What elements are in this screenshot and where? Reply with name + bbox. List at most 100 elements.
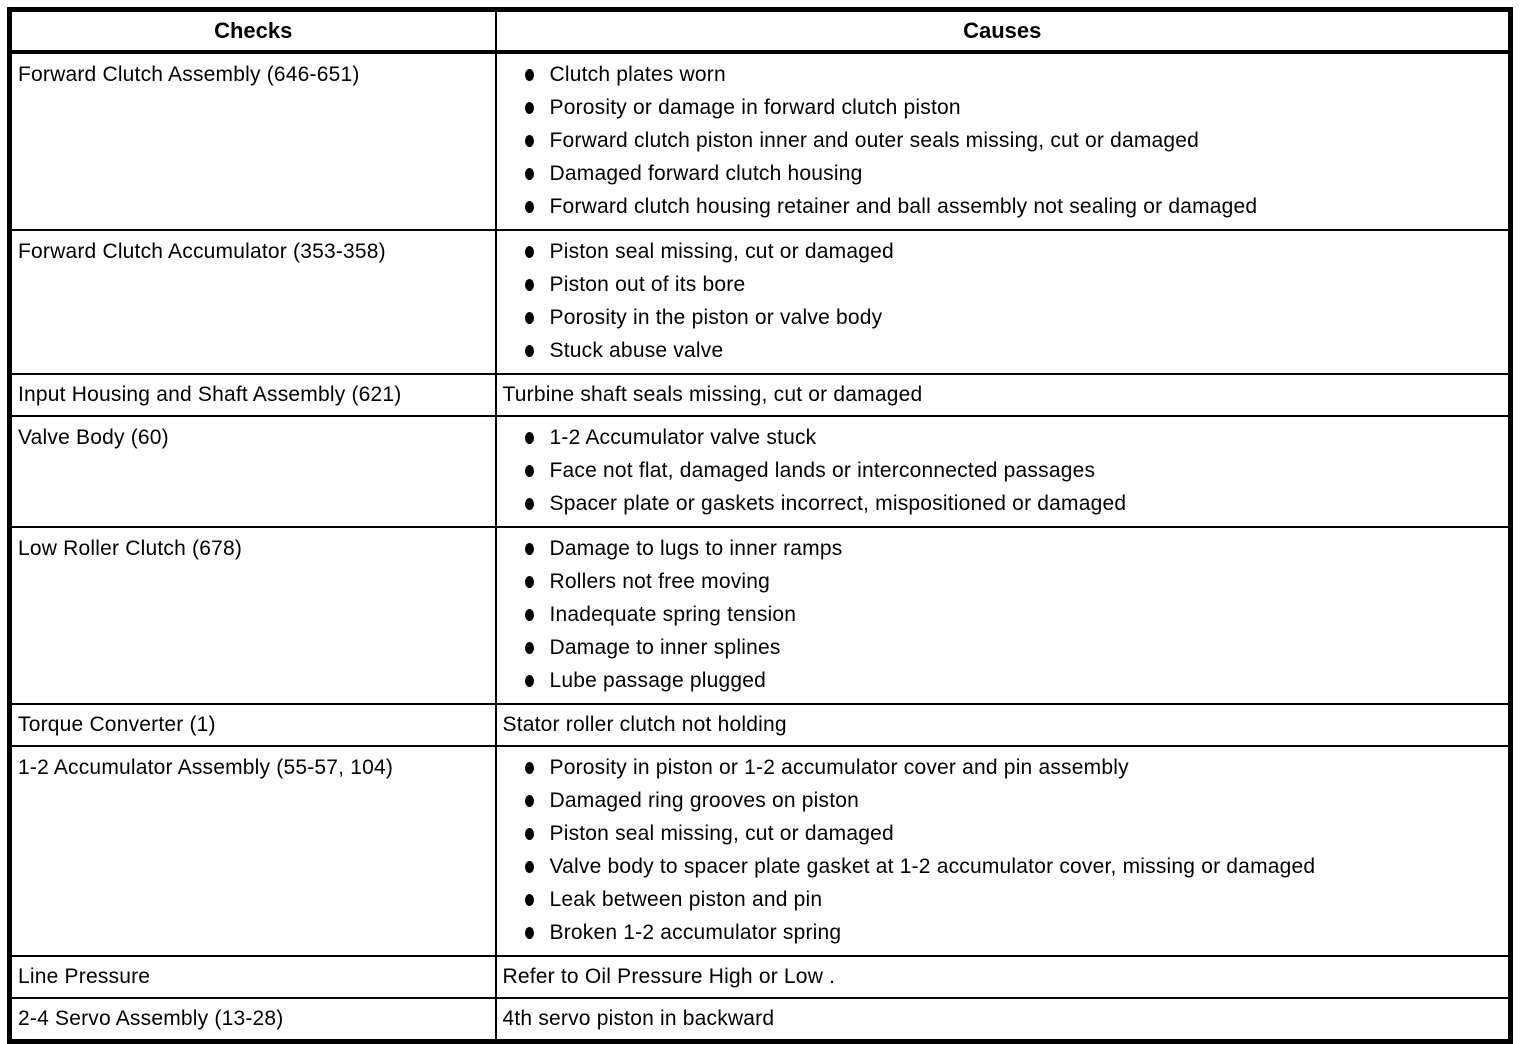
cause-text: Rollers not free moving — [549, 570, 771, 593]
cause-item: Spacer plate or gaskets incorrect, mispo… — [503, 487, 1503, 520]
cause-item: Piston out of its bore — [503, 268, 1503, 301]
causes-list: 1-2 Accumulator valve stuck Face not flat… — [503, 421, 1503, 520]
causes-list: Porosity in piston or 1-2 accumulator co… — [503, 751, 1503, 949]
cause-text: Leak between piston and pin — [549, 888, 823, 911]
cause-text: Inadequate spring tension — [549, 603, 797, 626]
check-cell: Forward Clutch Assembly (646-651) — [8, 51, 497, 231]
causes-list: Damage to lugs to inner ramps Rollers not… — [503, 532, 1503, 697]
causes-cell: Clutch plates worn Porosity or damage in … — [494, 51, 1512, 231]
table-header: Checks Causes — [8, 8, 1512, 54]
cause-item: 1-2 Accumulator valve stuck — [503, 421, 1503, 454]
causes-cell: 4th servo piston in backward — [494, 997, 1512, 1043]
cause-item: Damage to lugs to inner ramps — [503, 532, 1503, 565]
table-row: Low Roller Clutch (678) Damage to lugs to… — [8, 526, 1512, 705]
causes-column-header: Causes — [494, 8, 1512, 54]
cause-item: Damaged ring grooves on piston — [503, 784, 1503, 817]
table-row: 1-2 Accumulator Assembly (55-57, 104) Por… — [8, 745, 1512, 957]
table-row: Torque Converter (1) Stator roller clutch… — [8, 703, 1512, 747]
diagnostic-table: Checks Causes Forward Clutch Assembly (6… — [7, 7, 1513, 1044]
cause-item: Rollers not free moving — [503, 565, 1503, 598]
cause-item: Piston seal missing, cut or damaged — [503, 817, 1503, 850]
cause-text: Porosity or damage in forward clutch pis… — [549, 96, 961, 119]
cause-text: Damaged forward clutch housing — [549, 162, 863, 185]
causes-list: Piston seal missing, cut or damaged Pisto… — [503, 235, 1503, 367]
check-label: Input Housing and Shaft Assembly (621) — [18, 383, 402, 406]
bullet-icon — [524, 201, 534, 213]
header-row: Checks Causes — [8, 8, 1512, 54]
cause-item: Stuck abuse valve — [503, 334, 1503, 367]
check-label: Forward Clutch Accumulator (353-358) — [18, 240, 386, 263]
cause-text: Damage to inner splines — [549, 636, 781, 659]
bullet-icon — [524, 279, 534, 291]
check-label: Line Pressure — [18, 965, 151, 988]
cause-text: Piston seal missing, cut or damaged — [549, 822, 894, 845]
check-cell: Torque Converter (1) — [8, 703, 497, 747]
cause-item: Piston seal missing, cut or damaged — [503, 235, 1503, 268]
causes-cell: Damage to lugs to inner ramps Rollers not… — [494, 526, 1512, 705]
cause-item: Forward clutch housing retainer and ball… — [503, 190, 1503, 223]
bullet-icon — [524, 828, 534, 840]
causes-cell: Turbine shaft seals missing, cut or dama… — [494, 373, 1512, 417]
bullet-icon — [524, 135, 534, 147]
table-row: 2-4 Servo Assembly (13-28) 4th servo pist… — [8, 997, 1512, 1043]
bullet-icon — [524, 894, 534, 906]
bullet-icon — [524, 609, 534, 621]
cause-text: Porosity in the piston or valve body — [549, 306, 883, 329]
bullet-icon — [524, 795, 534, 807]
bullet-icon — [524, 345, 534, 357]
causes-cell: 1-2 Accumulator valve stuck Face not flat… — [494, 415, 1512, 528]
cause-item: Porosity or damage in forward clutch pis… — [503, 91, 1503, 124]
cause-item: Lube passage plugged — [503, 664, 1503, 697]
bullet-icon — [524, 498, 534, 510]
cause-item: Inadequate spring tension — [503, 598, 1503, 631]
causes-list: Clutch plates worn Porosity or damage in … — [503, 58, 1503, 223]
cause-text: Damaged ring grooves on piston — [549, 789, 860, 812]
check-cell: 2-4 Servo Assembly (13-28) — [8, 997, 497, 1043]
cause-text: Porosity in piston or 1-2 accumulator co… — [549, 756, 1129, 779]
cause-text: Forward clutch housing retainer and ball… — [549, 195, 1258, 218]
bullet-icon — [524, 465, 534, 477]
check-cell: Low Roller Clutch (678) — [8, 526, 497, 705]
check-label: Torque Converter (1) — [18, 713, 216, 736]
table-row: Valve Body (60) 1-2 Accumulator valve stu… — [8, 415, 1512, 528]
check-label: Low Roller Clutch (678) — [18, 537, 243, 560]
cause-item: Valve body to spacer plate gasket at 1-2… — [503, 850, 1503, 883]
cause-text: Piston seal missing, cut or damaged — [549, 240, 894, 263]
check-label: Valve Body (60) — [18, 426, 169, 449]
bullet-icon — [524, 69, 534, 81]
table-row: Input Housing and Shaft Assembly (621) Tu… — [8, 373, 1512, 417]
cause-text: Valve body to spacer plate gasket at 1-2… — [549, 855, 1316, 878]
bullet-icon — [524, 168, 534, 180]
cause-item: Damage to inner splines — [503, 631, 1503, 664]
cause-item: Forward clutch piston inner and outer se… — [503, 124, 1503, 157]
check-cell: Line Pressure — [8, 955, 497, 999]
bullet-icon — [524, 861, 534, 873]
causes-cell: Stator roller clutch not holding — [494, 703, 1512, 747]
causes-cell: Piston seal missing, cut or damaged Pisto… — [494, 229, 1512, 375]
check-label: 2-4 Servo Assembly (13-28) — [18, 1007, 284, 1030]
cause-item: Porosity in the piston or valve body — [503, 301, 1503, 334]
bullet-icon — [524, 642, 534, 654]
checks-column-header: Checks — [8, 8, 497, 54]
causes-cell: Porosity in piston or 1-2 accumulator co… — [494, 745, 1512, 957]
cause-text: Refer to Oil Pressure High or Low . — [502, 965, 836, 988]
cause-item: Face not flat, damaged lands or intercon… — [503, 454, 1503, 487]
cause-item: Broken 1-2 accumulator spring — [503, 916, 1503, 949]
check-label: 1-2 Accumulator Assembly (55-57, 104) — [18, 756, 394, 779]
table-row: Line Pressure Refer to Oil Pressure High … — [8, 955, 1512, 999]
bullet-icon — [524, 432, 534, 444]
cause-item: Damaged forward clutch housing — [503, 157, 1503, 190]
cause-text: Forward clutch piston inner and outer se… — [549, 129, 1200, 152]
causes-cell: Refer to Oil Pressure High or Low . — [494, 955, 1512, 999]
check-cell: Forward Clutch Accumulator (353-358) — [8, 229, 497, 375]
bullet-icon — [524, 927, 534, 939]
cause-text: Stator roller clutch not holding — [502, 713, 787, 736]
cause-text: Turbine shaft seals missing, cut or dama… — [502, 383, 923, 406]
cause-text: Damage to lugs to inner ramps — [549, 537, 843, 560]
bullet-icon — [524, 675, 534, 687]
bullet-icon — [524, 762, 534, 774]
table-row: Forward Clutch Accumulator (353-358) Pist… — [8, 229, 1512, 375]
check-cell: 1-2 Accumulator Assembly (55-57, 104) — [8, 745, 497, 957]
table-body: Forward Clutch Assembly (646-651) Clutch … — [8, 51, 1512, 1043]
cause-text: Spacer plate or gaskets incorrect, mispo… — [549, 492, 1127, 515]
